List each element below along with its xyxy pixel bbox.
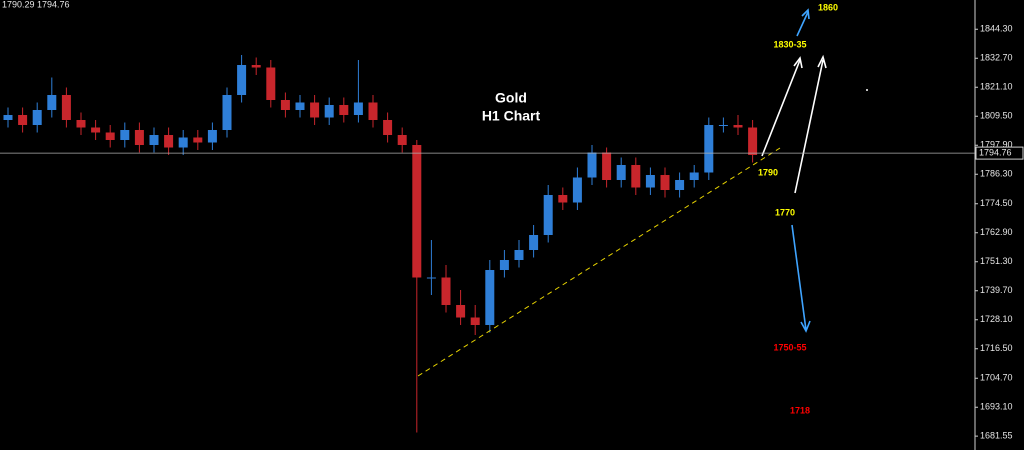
y-tick-label: 1704.70 — [980, 373, 1013, 383]
y-tick-label: 1728.10 — [980, 314, 1013, 324]
candle-body — [207, 130, 217, 143]
candle-body — [689, 172, 699, 180]
y-tick-label: 1739.70 — [980, 285, 1013, 295]
candle-body — [61, 95, 71, 120]
annotation: 1830-35 — [773, 39, 806, 49]
arrow-head — [817, 54, 827, 69]
candle-body — [660, 175, 670, 190]
candle-body — [149, 135, 159, 145]
candle-body — [164, 135, 174, 148]
candle-body — [134, 130, 144, 145]
candle-body — [353, 102, 363, 115]
candle-body — [339, 105, 349, 115]
candle-body — [178, 137, 188, 148]
candle-body — [91, 127, 101, 133]
chart-subtitle: H1 Chart — [482, 108, 541, 124]
y-tick-label: 1716.50 — [980, 343, 1013, 353]
candle-body — [120, 130, 130, 140]
candle-body — [368, 102, 378, 120]
candle-body — [543, 195, 553, 235]
current-price-box — [975, 146, 1024, 160]
candle-body — [587, 152, 597, 178]
candle-body — [441, 277, 451, 305]
y-tick-label: 1797.90 — [980, 140, 1013, 150]
current-price-label: 1794.76 — [979, 147, 1012, 157]
candle-body — [383, 120, 393, 135]
dot — [866, 89, 868, 91]
arrow — [796, 11, 809, 37]
arrow — [794, 59, 824, 194]
arrows — [761, 8, 827, 333]
y-tick-label: 1844.30 — [980, 24, 1013, 34]
y-tick-label: 1821.10 — [980, 82, 1013, 92]
annotation: 1750-55 — [773, 342, 806, 352]
candle-body — [324, 105, 334, 118]
candle-body — [456, 305, 466, 318]
annotation: 1860 — [818, 2, 838, 12]
candle-body — [514, 250, 524, 260]
y-tick-label: 1786.30 — [980, 169, 1013, 179]
candle-body — [704, 125, 714, 173]
arrow-head — [800, 320, 811, 333]
candle-body — [412, 145, 422, 278]
candle-body — [18, 115, 28, 125]
chart-title: Gold — [495, 90, 527, 106]
arrow-head — [801, 8, 810, 20]
candle-body — [748, 127, 758, 155]
candle-body — [295, 102, 305, 110]
arrow — [791, 224, 807, 331]
candle-body — [222, 95, 232, 130]
candle-body — [572, 177, 582, 203]
candle-body — [470, 317, 480, 325]
candle-body — [280, 100, 290, 110]
y-tick-label: 1809.50 — [980, 111, 1013, 121]
y-tick-label: 1693.10 — [980, 402, 1013, 412]
candle-body — [499, 260, 509, 270]
candle-body — [76, 120, 86, 128]
y-tick-label: 1762.90 — [980, 227, 1013, 237]
candle-body — [602, 152, 612, 180]
y-tick-label: 1774.50 — [980, 198, 1013, 208]
candle-body — [310, 102, 320, 118]
candle-body — [397, 135, 407, 145]
candle-body — [558, 195, 568, 203]
candle-body — [718, 125, 728, 126]
candle-body — [529, 235, 539, 250]
candle-body — [105, 132, 115, 140]
arrow-head — [793, 56, 803, 69]
y-tick-label: 1751.30 — [980, 256, 1013, 266]
candle-body — [616, 165, 626, 180]
plot-area — [3, 55, 758, 433]
candle-body — [193, 137, 203, 143]
y-tick-label: 1832.70 — [980, 53, 1013, 63]
candle-body — [733, 125, 743, 128]
candle-body — [237, 65, 247, 95]
candle-body — [251, 65, 261, 68]
annotation: 1718 — [790, 405, 810, 415]
candle-body — [32, 110, 42, 125]
candle-body — [426, 277, 436, 279]
candle-body — [485, 270, 495, 325]
annotation: 1790 — [758, 167, 778, 177]
candle-body — [645, 175, 655, 188]
candle-body — [266, 67, 276, 100]
candle-body — [3, 115, 13, 120]
candle-body — [675, 180, 685, 190]
candle-body — [631, 165, 641, 188]
price-header: 1790.29 1794.76 — [2, 0, 70, 9]
arrow — [761, 59, 801, 157]
y-tick-label: 1681.55 — [980, 431, 1013, 441]
annotation: 1770 — [775, 207, 795, 217]
candle-body — [47, 95, 57, 110]
